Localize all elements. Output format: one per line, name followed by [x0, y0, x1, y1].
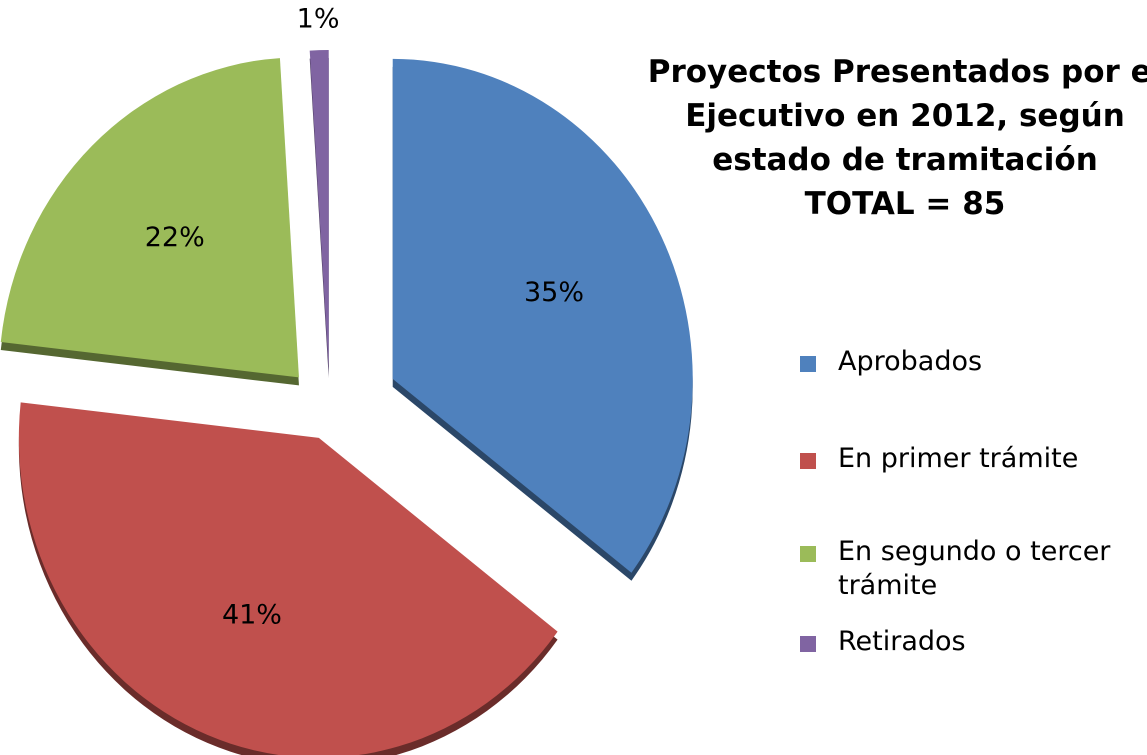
chart-title: Proyectos Presentados por el Ejecutivo e…	[647, 54, 1147, 178]
title-block: Proyectos Presentados por el Ejecutivo e…	[640, 50, 1147, 226]
data-label: 1%	[297, 4, 340, 35]
data-label: 22%	[145, 222, 205, 253]
legend-swatch	[800, 636, 816, 652]
data-label: 35%	[524, 277, 584, 308]
data-label: 41%	[222, 600, 282, 631]
legend-item: Aprobados	[800, 345, 1147, 379]
legend-item: Retirados	[800, 625, 1147, 659]
legend-swatch	[800, 356, 816, 372]
legend-label: En segundo o tercer trámite	[838, 536, 1111, 601]
legend-label: Aprobados	[838, 346, 983, 377]
legend-swatch	[800, 546, 816, 562]
legend-swatch	[800, 453, 816, 469]
legend-item: En primer trámite	[800, 442, 1147, 476]
slice	[18, 402, 558, 755]
chart-subtitle: TOTAL = 85	[804, 186, 1006, 222]
legend-item: En segundo o tercer trámite	[800, 535, 1147, 603]
slice	[0, 58, 299, 378]
legend-label: Retirados	[838, 626, 966, 657]
slice	[309, 50, 329, 371]
legend-label: En primer trámite	[838, 443, 1079, 474]
slice	[392, 58, 693, 573]
